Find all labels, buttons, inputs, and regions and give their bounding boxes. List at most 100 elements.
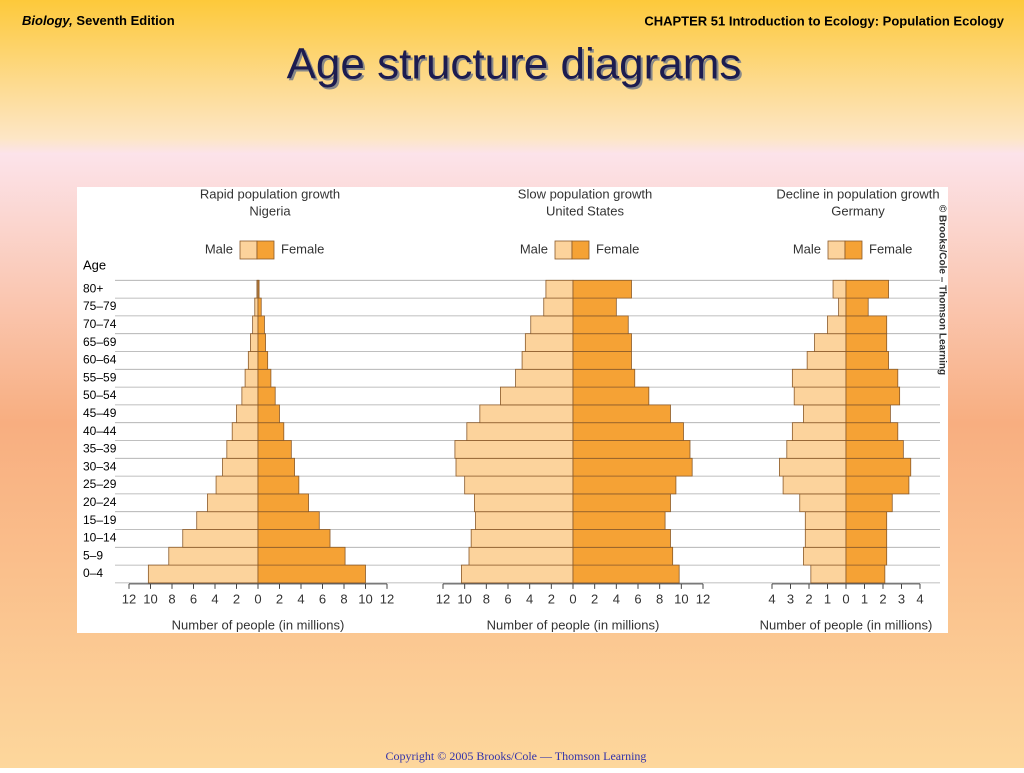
bar xyxy=(845,457,912,477)
bar xyxy=(257,511,320,530)
category-label: 75–79 xyxy=(83,299,117,313)
bar xyxy=(572,315,629,335)
legend-label: Female xyxy=(596,241,639,256)
bar xyxy=(806,351,847,370)
x-tick-label: 2 xyxy=(276,591,283,606)
bar xyxy=(257,529,331,548)
bar xyxy=(545,279,574,299)
bar xyxy=(845,493,893,513)
bar xyxy=(257,297,262,317)
bar xyxy=(803,546,847,566)
bar xyxy=(464,475,574,495)
category-label: 10–14 xyxy=(83,531,117,545)
bar xyxy=(572,386,650,406)
legend-label: Male xyxy=(793,241,821,256)
bar xyxy=(257,386,276,406)
bar xyxy=(257,422,285,441)
x-tick-label: 2 xyxy=(591,591,598,606)
bar xyxy=(845,564,886,584)
x-tick-label: 10 xyxy=(457,591,471,606)
x-tick-label: 4 xyxy=(297,591,304,606)
x-tick-label: 1 xyxy=(824,591,831,606)
bar xyxy=(250,333,259,352)
x-tick-label: 2 xyxy=(805,591,812,606)
bar xyxy=(247,351,259,370)
bar xyxy=(814,333,847,352)
legend-swatch xyxy=(239,240,258,260)
legend-label: Male xyxy=(520,241,548,256)
bar xyxy=(257,333,266,352)
bar xyxy=(252,315,259,335)
x-tick-label: 0 xyxy=(254,591,261,606)
x-tick-label: 4 xyxy=(526,591,533,606)
bar xyxy=(572,351,632,370)
bar xyxy=(572,333,632,352)
x-tick-label: 4 xyxy=(613,591,620,606)
x-tick-label: 10 xyxy=(143,591,157,606)
x-tick-label: 3 xyxy=(898,591,905,606)
bar xyxy=(257,475,300,495)
x-tick-label: 10 xyxy=(358,591,372,606)
bar xyxy=(257,457,295,477)
category-label: 15–19 xyxy=(83,513,117,527)
legend-label: Female xyxy=(281,241,324,256)
panel-title: Slow population growth xyxy=(518,186,652,201)
header-book: Biology, Seventh Edition xyxy=(22,13,175,28)
x-axis-title: Number of people (in millions) xyxy=(760,617,933,632)
panel-title: Decline in population growth xyxy=(776,186,939,201)
legend-swatch xyxy=(571,240,590,260)
bar xyxy=(827,315,847,335)
category-label: 70–74 xyxy=(83,317,117,331)
bar xyxy=(182,529,259,548)
bar xyxy=(845,475,910,495)
x-tick-label: 8 xyxy=(168,591,175,606)
bar xyxy=(845,333,888,352)
x-tick-label: 2 xyxy=(548,591,555,606)
bar xyxy=(791,422,847,441)
bar xyxy=(257,546,346,566)
bar xyxy=(475,511,574,530)
slide-title: Age structure diagrams xyxy=(287,40,742,89)
category-label: 25–29 xyxy=(83,477,117,491)
bar xyxy=(810,564,847,584)
bar xyxy=(845,511,888,530)
bar xyxy=(241,386,259,406)
bar xyxy=(572,368,636,388)
title-shadow: Age structure diagrams xyxy=(289,42,744,91)
x-tick-label: 0 xyxy=(569,591,576,606)
bar xyxy=(845,315,888,335)
legend-label: Female xyxy=(869,241,912,256)
bar xyxy=(793,386,847,406)
bar xyxy=(572,297,617,317)
bar xyxy=(572,511,666,530)
edition: Seventh Edition xyxy=(76,13,174,28)
bar xyxy=(845,368,899,388)
x-tick-label: 2 xyxy=(879,591,886,606)
x-tick-label: 2 xyxy=(233,591,240,606)
x-tick-label: 12 xyxy=(436,591,450,606)
x-tick-label: 8 xyxy=(483,591,490,606)
bar xyxy=(782,475,847,495)
x-tick-label: 0 xyxy=(842,591,849,606)
bar xyxy=(572,279,632,299)
bar xyxy=(474,493,574,513)
bar xyxy=(779,457,847,477)
panel-subtitle: Germany xyxy=(831,203,885,218)
category-label: 45–49 xyxy=(83,406,117,420)
bar xyxy=(838,297,847,317)
bar xyxy=(254,297,259,317)
legend-swatch xyxy=(827,240,846,260)
bar xyxy=(168,546,259,566)
bar xyxy=(215,475,259,495)
x-tick-label: 6 xyxy=(190,591,197,606)
bar xyxy=(222,457,259,477)
bar xyxy=(845,404,891,424)
bar xyxy=(257,564,366,584)
category-label: 80+ xyxy=(83,281,103,295)
panel-title: Rapid population growth xyxy=(200,186,340,201)
bar xyxy=(454,440,574,459)
bar xyxy=(466,422,574,441)
x-tick-label: 1 xyxy=(861,591,868,606)
